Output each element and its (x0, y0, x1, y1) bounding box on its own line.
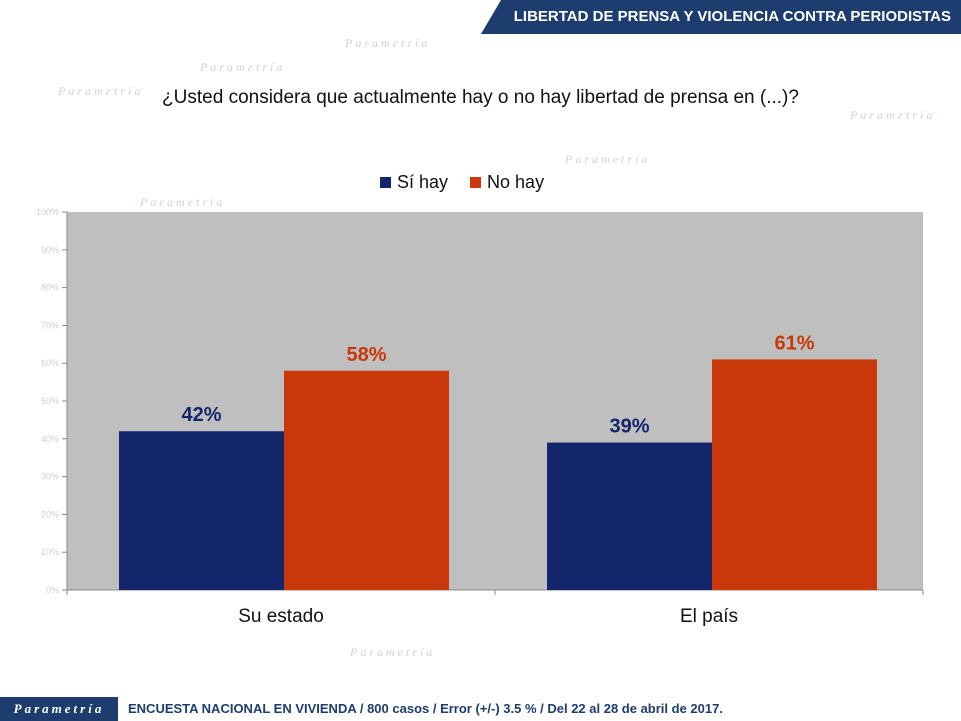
legend-swatch (380, 177, 391, 188)
slide-header: LIBERTAD DE PRENSA Y VIOLENCIA CONTRA PE… (481, 0, 961, 34)
bar (712, 359, 877, 590)
y-tick-label: 90% (41, 245, 59, 255)
chart-title: ¿Usted considera que actualmente hay o n… (162, 87, 799, 108)
watermark: Parametría (200, 60, 286, 74)
y-tick-label: 20% (41, 509, 59, 519)
y-tick-label: 50% (41, 396, 59, 406)
legend-label: No hay (487, 172, 545, 192)
x-tick-label: El país (680, 606, 738, 627)
bar (547, 442, 712, 590)
bar (284, 370, 449, 590)
watermark: Parametría (850, 108, 936, 122)
legend-label: Sí hay (397, 172, 449, 192)
watermark: Parametría (58, 84, 144, 98)
y-tick-label: 0% (46, 585, 59, 595)
data-label: 39% (609, 416, 649, 438)
watermark: Parametría (565, 152, 651, 166)
watermark: Parametría (140, 195, 226, 209)
data-label: 61% (774, 332, 814, 354)
bar (119, 431, 284, 590)
watermark: Parametría (350, 645, 436, 659)
legend-swatch (470, 177, 482, 188)
watermark: Parametría (345, 36, 431, 50)
y-tick-label: 70% (41, 320, 59, 330)
data-label: 58% (346, 344, 386, 366)
y-tick-label: 80% (41, 283, 59, 293)
x-tick-label: Su estado (238, 606, 324, 627)
legend-item-no: No hay (470, 172, 544, 193)
y-tick-label: 30% (41, 472, 59, 482)
legend: Sí hay No hay (380, 172, 544, 193)
data-label: 42% (181, 404, 221, 426)
y-tick-label: 60% (41, 358, 59, 368)
y-tick-label: 40% (41, 434, 59, 444)
y-tick-label: 10% (41, 547, 59, 557)
footer-note: ENCUESTA NACIONAL EN VIVIENDA / 800 caso… (128, 701, 723, 716)
parametria-logo: Parametría (0, 697, 118, 721)
y-tick-label: 100% (36, 207, 59, 217)
legend-item-si: Sí hay (380, 172, 448, 193)
